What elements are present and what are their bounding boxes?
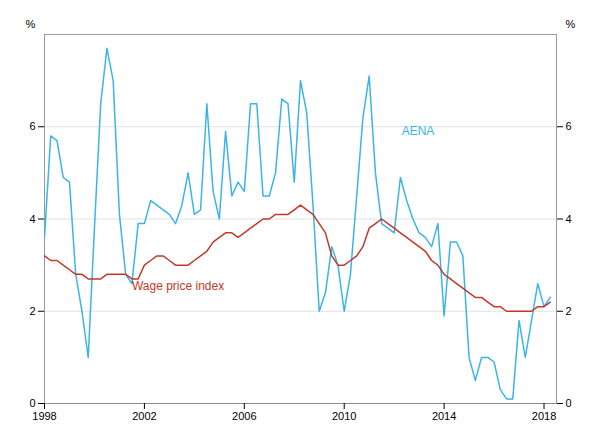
svg-text:2002: 2002 (132, 410, 156, 422)
svg-text:2018: 2018 (532, 410, 556, 422)
svg-text:2006: 2006 (232, 410, 256, 422)
svg-text:%: % (26, 18, 36, 30)
svg-text:4: 4 (29, 213, 35, 225)
svg-text:1998: 1998 (32, 410, 56, 422)
svg-text:4: 4 (566, 213, 572, 225)
svg-text:2014: 2014 (432, 410, 456, 422)
svg-text:2: 2 (29, 305, 35, 317)
svg-text:2: 2 (566, 305, 572, 317)
svg-text:0: 0 (29, 397, 35, 409)
svg-text:6: 6 (29, 120, 35, 132)
svg-text:2010: 2010 (332, 410, 356, 422)
svg-text:Wage price index: Wage price index (132, 279, 224, 293)
svg-text:AENA: AENA (402, 124, 435, 138)
svg-text:%: % (566, 18, 576, 30)
svg-text:0: 0 (566, 397, 572, 409)
svg-text:6: 6 (566, 120, 572, 132)
